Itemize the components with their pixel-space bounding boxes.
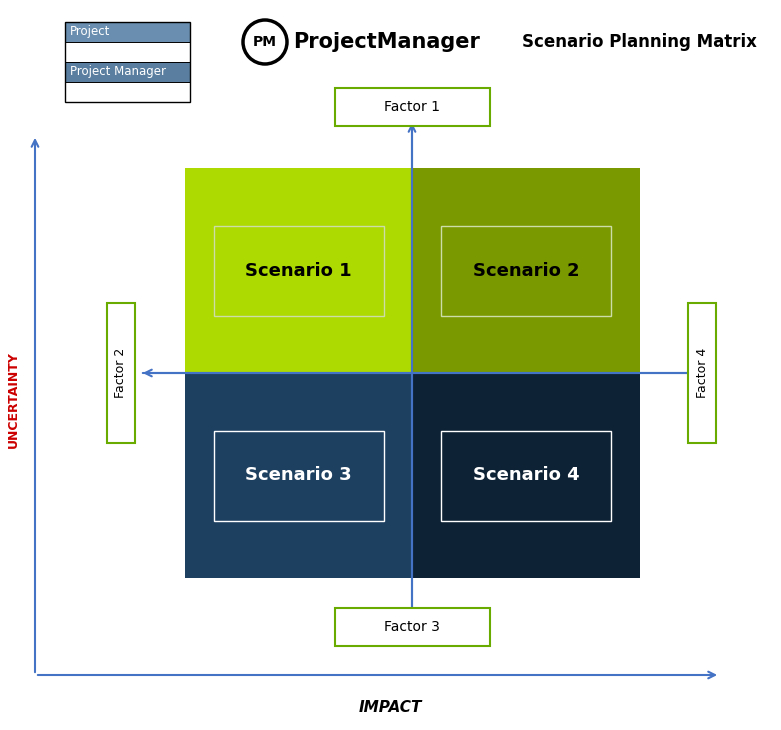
Text: PM: PM: [253, 35, 277, 49]
Bar: [65, 22, 190, 42]
Text: Scenario 4: Scenario 4: [473, 466, 580, 485]
Bar: [65, 22, 190, 102]
Bar: [213, 226, 383, 315]
Text: Scenario 1: Scenario 1: [245, 261, 351, 280]
Text: ProjectManager: ProjectManager: [293, 32, 480, 52]
Bar: [185, 373, 412, 578]
Text: Factor 2: Factor 2: [115, 348, 127, 398]
Bar: [65, 42, 190, 62]
Text: Scenario Planning Matrix: Scenario Planning Matrix: [522, 33, 757, 51]
Text: Scenario 3: Scenario 3: [245, 466, 351, 485]
Text: Factor 4: Factor 4: [696, 348, 708, 398]
Bar: [688, 303, 716, 443]
Text: Factor 3: Factor 3: [384, 620, 440, 634]
Bar: [334, 88, 490, 126]
Bar: [213, 431, 383, 520]
Bar: [412, 373, 640, 578]
Text: Factor 1: Factor 1: [384, 100, 440, 114]
Bar: [441, 431, 611, 520]
Bar: [107, 303, 135, 443]
Bar: [65, 82, 190, 102]
Bar: [412, 168, 640, 373]
Text: Scenario 2: Scenario 2: [473, 261, 580, 280]
Bar: [441, 226, 611, 315]
Text: Project: Project: [70, 26, 110, 39]
Text: Project Manager: Project Manager: [70, 66, 166, 79]
Text: UNCERTAINTY: UNCERTAINTY: [6, 352, 20, 448]
Bar: [334, 608, 490, 646]
Bar: [65, 62, 190, 82]
Text: IMPACT: IMPACT: [358, 699, 422, 715]
Bar: [185, 168, 412, 373]
